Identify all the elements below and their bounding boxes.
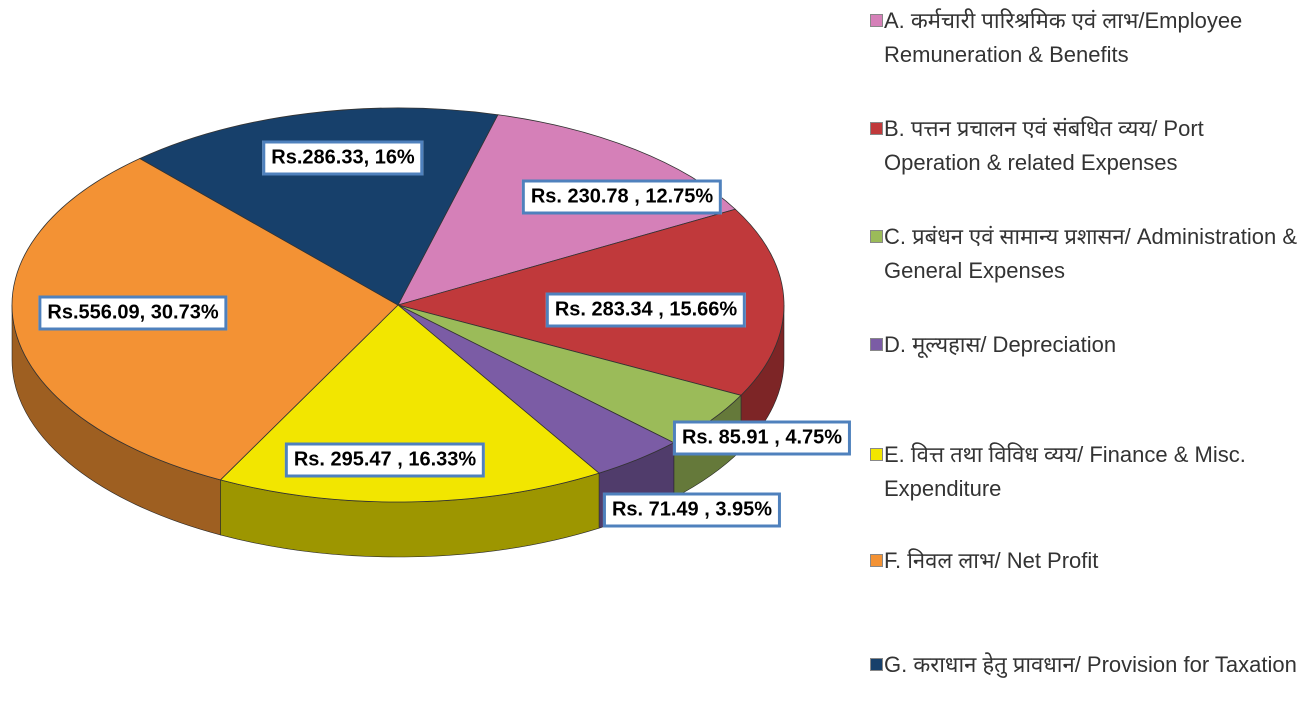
slice-side-shade: [220, 473, 600, 557]
legend-entry: D. मूल्यहास/ Depreciation: [870, 328, 1304, 362]
legend-swatch: [870, 122, 883, 135]
data-label: Rs.556.09, 30.73%: [38, 295, 228, 331]
slice-side-shade: [741, 305, 784, 451]
data-label: Rs.286.33, 16%: [262, 140, 424, 176]
legend-entry: A. कर्मचारी पारिश्रमिक एवं लाभ/Employee …: [870, 4, 1304, 72]
legend-swatch: [870, 338, 883, 351]
legend-swatch: [870, 554, 883, 567]
data-label: Rs. 85.91 , 4.75%: [672, 420, 852, 456]
data-label: Rs. 230.78 , 12.75%: [521, 179, 723, 215]
slice-side-shade: [12, 305, 221, 535]
legend-swatch: [870, 14, 883, 27]
legend-swatch: [870, 230, 883, 243]
legend-entry: B. पत्तन प्रचालन एवं संबधित व्यय/ Port O…: [870, 112, 1304, 180]
data-label: Rs. 71.49 , 3.95%: [602, 492, 782, 528]
legend-entry: E. वित्त तथा विविध व्यय/ Finance & Misc.…: [870, 438, 1304, 506]
legend-swatch: [870, 658, 883, 671]
legend-entry: C. प्रबंधन एवं सामान्य प्रशासन/ Administ…: [870, 220, 1304, 288]
legend-entry: F. निवल लाभ/ Net Profit: [870, 544, 1304, 578]
data-label: Rs. 295.47 , 16.33%: [284, 442, 486, 478]
data-label: Rs. 283.34 , 15.66%: [545, 292, 747, 328]
legend-swatch: [870, 448, 883, 461]
legend-entry: G. कराधान हेतु प्रावधान/ Provision for T…: [870, 648, 1304, 682]
